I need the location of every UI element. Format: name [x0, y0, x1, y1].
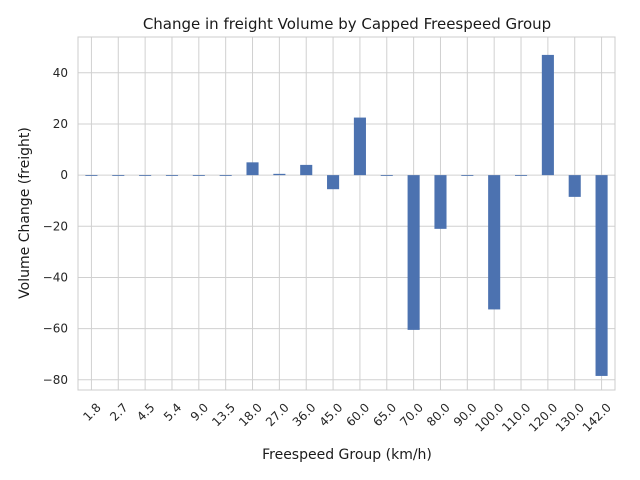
- y-tick-label: 20: [53, 117, 68, 131]
- y-tick-label: −60: [43, 322, 68, 336]
- x-tick-label: 65.0: [370, 400, 399, 429]
- bar: [273, 173, 286, 176]
- x-tick-label: 70.0: [397, 400, 426, 429]
- y-tick-label: 0: [60, 168, 68, 182]
- bar: [139, 175, 152, 176]
- x-tick-label: 110.0: [499, 400, 533, 434]
- bar: [488, 175, 501, 310]
- x-axis-label: Freespeed Group (km/h): [262, 447, 432, 463]
- bar: [380, 175, 393, 176]
- bar: [568, 175, 581, 197]
- bar: [85, 175, 98, 176]
- plot-frame: [77, 36, 616, 391]
- x-tick-labels: 1.8 2.7 4.5 5.4 9.013.518.027.036.045.060.06…: [80, 400, 614, 434]
- x-tick-label: 5.4: [161, 400, 184, 423]
- bar: [192, 175, 205, 176]
- x-tick-label: 36.0: [290, 400, 319, 429]
- bar: [434, 175, 447, 229]
- bar-layer: [85, 54, 608, 376]
- bar: [112, 175, 125, 176]
- y-tick-label: −40: [43, 270, 68, 284]
- y-axis-label: Volume Change (freight): [17, 127, 33, 299]
- x-tick-label: 120.0: [526, 400, 560, 434]
- bar: [165, 175, 179, 176]
- chart-title: Change in freight Volume by Capped Frees…: [143, 15, 551, 33]
- x-tick-label: 18.0: [236, 400, 265, 429]
- y-tick-labels: −80 −60 −40 −20 0 20 40: [43, 66, 68, 387]
- x-tick-label: 100.0: [472, 400, 506, 434]
- x-tick-label: 4.5: [134, 400, 157, 423]
- x-tick-label: 60.0: [343, 400, 372, 429]
- x-tick-label: 45.0: [317, 400, 346, 429]
- bar: [300, 164, 313, 176]
- x-tick-label: 142.0: [580, 400, 614, 434]
- bar: [461, 175, 474, 176]
- bar: [327, 175, 340, 190]
- grid-layer: [78, 37, 615, 390]
- x-tick-label: 1.8: [80, 400, 103, 423]
- bar: [595, 175, 608, 376]
- bar: [514, 175, 528, 176]
- bar: [353, 117, 366, 176]
- x-tick-label: 80.0: [424, 400, 453, 429]
- x-tick-label: 13.5: [209, 400, 238, 429]
- y-tick-label: −20: [43, 219, 68, 233]
- y-tick-label: −80: [43, 373, 68, 387]
- x-tick-label: 9.0: [188, 400, 211, 423]
- x-tick-label: 27.0: [263, 400, 292, 429]
- x-tick-label: 2.7: [107, 400, 130, 423]
- bar: [246, 162, 259, 176]
- bar: [219, 175, 232, 176]
- y-tick-label: 40: [53, 66, 68, 80]
- x-tick-label: 130.0: [553, 400, 587, 434]
- bar: [541, 54, 554, 176]
- bar: [407, 175, 420, 330]
